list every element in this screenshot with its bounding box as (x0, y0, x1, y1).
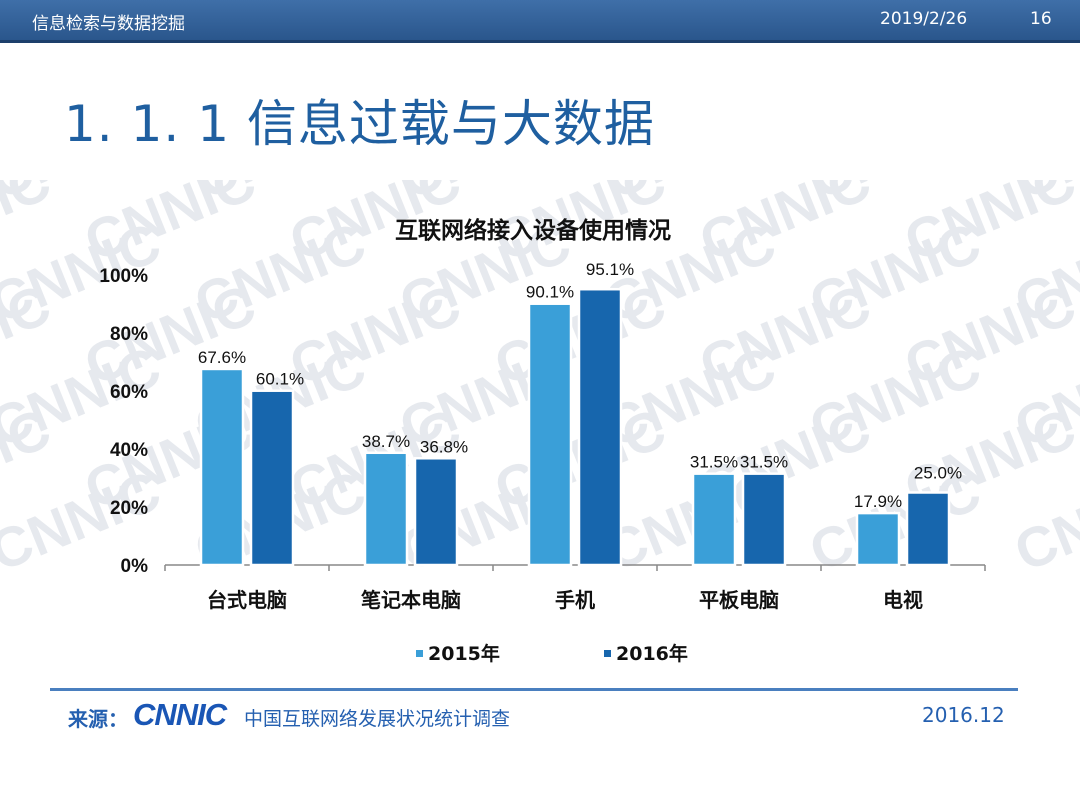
bar-2016年-笔记本电脑 (413, 457, 459, 567)
y-tick-label: 100% (99, 266, 148, 287)
data-label: 38.7% (362, 432, 410, 451)
data-label: 67.6% (198, 348, 246, 367)
data-label: 31.5% (740, 453, 788, 472)
bar-2015年-平板电脑 (691, 472, 737, 567)
data-label: 31.5% (690, 453, 738, 472)
footer-divider (50, 688, 1018, 691)
bar-2016年-电视 (905, 491, 951, 567)
bar-2015年-台式电脑 (199, 367, 245, 567)
data-label: 17.9% (854, 492, 902, 511)
legend-label: 2016年 (616, 642, 688, 665)
source-name: 中国互联网络发展状况统计调查 (244, 708, 511, 730)
bar-2015年-笔记本电脑 (363, 451, 409, 567)
cnnic-logo: CNNIC (133, 697, 227, 732)
bar-2015年-电视 (855, 511, 901, 567)
x-tick-label: 台式电脑 (207, 588, 287, 612)
data-label: 36.8% (420, 437, 468, 456)
bar-2016年-台式电脑 (249, 389, 295, 567)
bar-2016年-手机 (577, 287, 623, 567)
bar-2015年-手机 (527, 302, 573, 567)
source-label: 来源： (68, 707, 128, 731)
header-bar: 信息检索与数据挖掘 2019/2/26 16 (0, 0, 1080, 43)
slide-title: 1. 1. 1 信息过载与大数据 (64, 95, 655, 153)
bar-2016年-平板电脑 (741, 472, 787, 567)
course-title: 信息检索与数据挖掘 (32, 14, 185, 34)
data-label: 95.1% (586, 260, 634, 279)
y-tick-label: 80% (110, 324, 148, 345)
x-tick-label: 平板电脑 (699, 588, 779, 612)
legend-swatch (416, 650, 423, 657)
header-date: 2019/2/26 (880, 9, 968, 29)
x-tick-label: 手机 (555, 588, 595, 612)
y-tick-label: 0% (121, 556, 149, 577)
y-tick-label: 60% (110, 382, 148, 403)
data-label: 60.1% (256, 370, 304, 389)
data-label: 25.0% (914, 464, 962, 483)
y-tick-label: 40% (110, 440, 148, 461)
y-tick-label: 20% (110, 498, 148, 519)
page-number: 16 (1030, 9, 1052, 29)
x-tick-label: 电视 (883, 588, 923, 612)
chart-title: 互联网络接入设备使用情况 (395, 217, 671, 244)
legend-label: 2015年 (428, 642, 500, 665)
data-label: 90.1% (526, 283, 574, 302)
legend-swatch (604, 650, 611, 657)
x-tick-label: 笔记本电脑 (361, 588, 461, 612)
source-date: 2016.12 (922, 703, 1005, 727)
